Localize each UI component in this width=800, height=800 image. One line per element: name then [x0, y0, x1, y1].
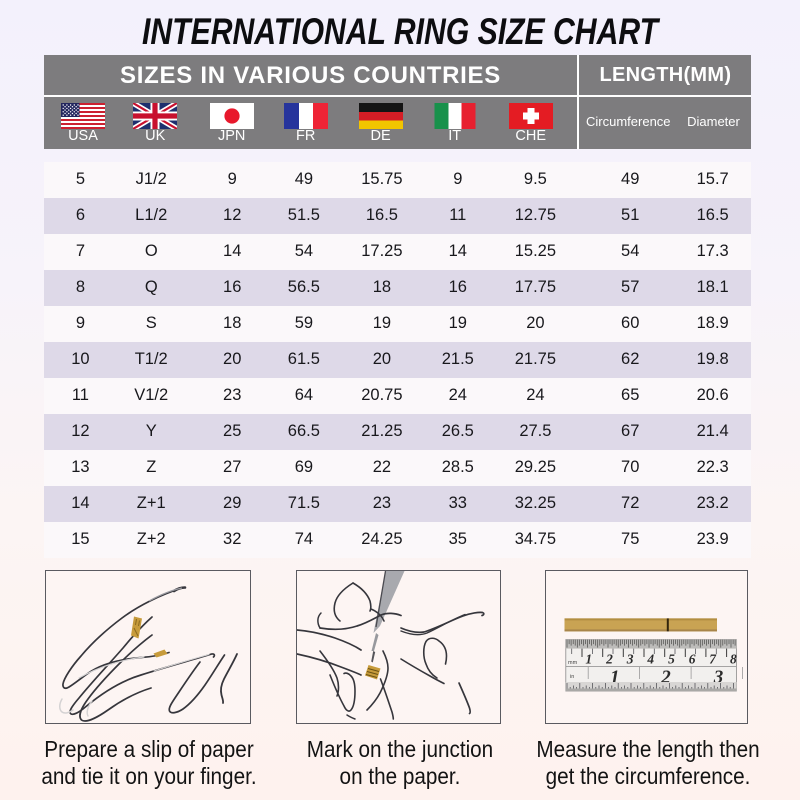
svg-text:7: 7: [709, 652, 717, 667]
svg-text:8: 8: [730, 652, 737, 667]
svg-text:3: 3: [713, 667, 724, 688]
svg-text:2: 2: [660, 667, 671, 688]
svg-text:3: 3: [626, 652, 634, 667]
svg-text:5: 5: [668, 652, 675, 667]
svg-text:4: 4: [647, 652, 655, 667]
svg-text:1: 1: [610, 667, 620, 688]
svg-text:mm: mm: [568, 660, 578, 666]
svg-text:in: in: [570, 674, 574, 680]
svg-text:1: 1: [586, 652, 593, 667]
svg-text:6: 6: [689, 652, 696, 667]
svg-text:2: 2: [605, 652, 613, 667]
